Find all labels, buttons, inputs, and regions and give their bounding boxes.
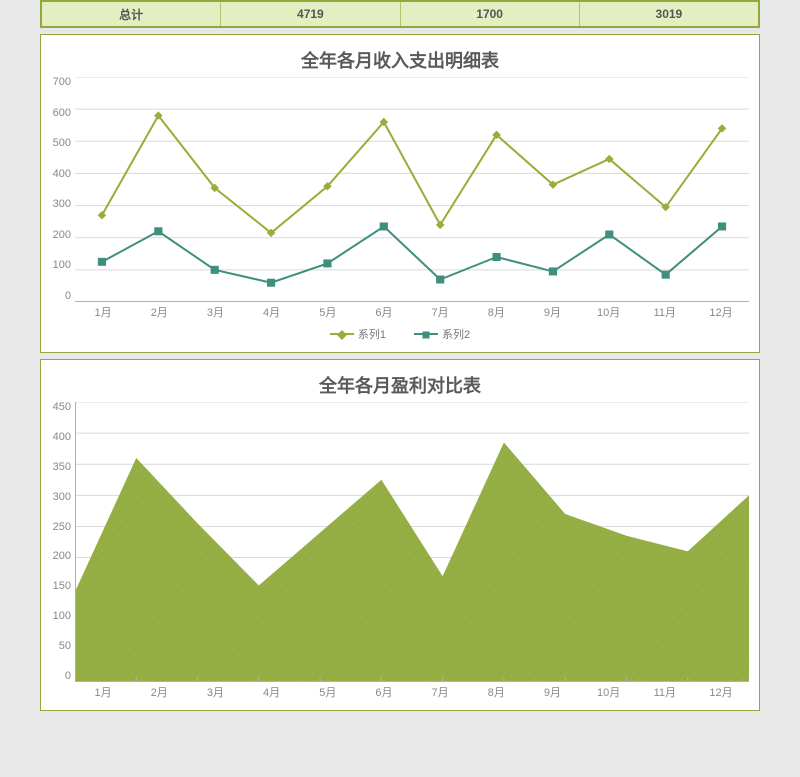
chart2-xaxis: 1月2月3月4月5月6月7月8月9月10月11月12月	[41, 682, 759, 710]
legend-series1: 系列1	[330, 326, 386, 342]
legend-series2: 系列2	[414, 326, 470, 342]
chart1-plot	[75, 77, 749, 302]
summary-cell-v2: 1700	[401, 2, 580, 26]
profit-chart-panel: 全年各月盈利对比表 450400350300250200150100500 1月…	[40, 359, 760, 711]
chart1-legend: 系列1 系列2	[41, 320, 759, 352]
diamond-marker-icon	[330, 333, 354, 335]
chart2-yaxis: 450400350300250200150100500	[47, 402, 75, 682]
summary-cell-v1: 4719	[221, 2, 400, 26]
summary-cell-v3: 3019	[580, 2, 758, 26]
square-marker-icon	[414, 333, 438, 335]
chart2-title: 全年各月盈利对比表	[41, 360, 759, 402]
summary-table: 总计 4719 1700 3019	[40, 0, 760, 28]
chart2-plot	[75, 402, 749, 682]
chart1-yaxis: 7006005004003002001000	[47, 77, 75, 302]
legend-label-2: 系列2	[442, 326, 470, 342]
chart1-title: 全年各月收入支出明细表	[41, 35, 759, 77]
legend-label-1: 系列1	[358, 326, 386, 342]
chart1-xaxis: 1月2月3月4月5月6月7月8月9月10月11月12月	[41, 302, 759, 320]
summary-cell-label: 总计	[42, 2, 221, 26]
income-expense-chart-panel: 全年各月收入支出明细表 7006005004003002001000 1月2月3…	[40, 34, 760, 353]
